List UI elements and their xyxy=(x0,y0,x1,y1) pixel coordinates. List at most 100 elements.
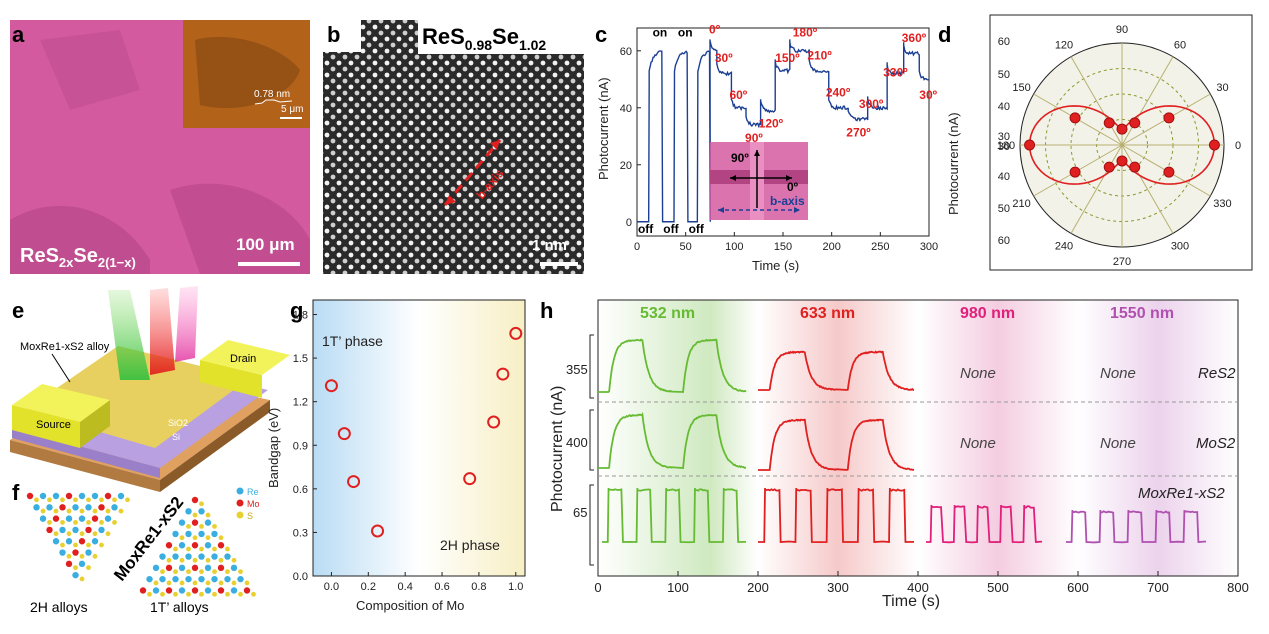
f-atom xyxy=(53,538,59,544)
f-atom xyxy=(172,553,178,559)
f-atom xyxy=(86,543,91,548)
f-atom xyxy=(245,581,250,586)
scale-355: 355 xyxy=(566,362,588,377)
panel-c-inset: 90º 0º b-axis xyxy=(710,142,808,220)
panel-label-d: d xyxy=(938,22,951,47)
source-label: Source xyxy=(36,419,71,431)
f-atom xyxy=(99,543,104,548)
phase-2h-label: 2H phase xyxy=(440,537,500,553)
f-atom xyxy=(60,497,65,502)
c-xtick-label: 100 xyxy=(725,241,743,253)
c-on-label: on xyxy=(678,26,693,40)
drain-label: Drain xyxy=(230,353,256,365)
panel-f: f MoxRe1-xS2 2H alloys 1T’ alloys Re Mo … xyxy=(12,480,260,615)
f-atom xyxy=(199,592,204,597)
f-atom xyxy=(86,520,91,525)
c-angle-label: 270º xyxy=(846,125,871,139)
f-atom xyxy=(41,509,46,514)
f-atom xyxy=(27,493,33,499)
inset-axis-label: b-axis xyxy=(770,194,805,208)
d-angle-tick: 60 xyxy=(1174,40,1186,52)
f-atom xyxy=(180,581,185,586)
c-angle-label: 210º xyxy=(807,48,832,62)
f-atom xyxy=(199,569,204,574)
h-scale-bracket xyxy=(590,410,594,470)
f-atom xyxy=(98,527,104,533)
scale-400: 400 xyxy=(566,435,588,450)
f-atom xyxy=(218,542,224,548)
f-atom xyxy=(193,535,198,540)
f-atom xyxy=(166,542,172,548)
g-xtick-label: 0.2 xyxy=(361,581,376,593)
h-xtick-label: 0 xyxy=(594,580,601,595)
f-atom xyxy=(40,515,46,521)
f-atom xyxy=(79,515,85,521)
panel-h-xlabel: Time (s) xyxy=(882,593,940,610)
f-atom xyxy=(225,547,230,552)
d-point xyxy=(1164,113,1174,123)
f-atom xyxy=(244,587,250,593)
legend-re: Re xyxy=(247,487,259,497)
c-angle-label: 30º xyxy=(919,88,937,102)
f-atom xyxy=(238,592,243,597)
c-angle-label: 360º xyxy=(902,31,927,45)
d-angle-tick: 150 xyxy=(1012,82,1030,94)
d-point xyxy=(1117,124,1127,134)
panel-label-h: h xyxy=(540,298,553,323)
f-atom xyxy=(111,504,117,510)
f-atom xyxy=(46,504,52,510)
f-atom xyxy=(199,501,204,506)
c-xtick-label: 150 xyxy=(774,241,792,253)
f-atom xyxy=(66,493,72,499)
c-angle-label: 180º xyxy=(793,26,818,40)
f-atom xyxy=(159,576,165,582)
f-atom xyxy=(179,542,185,548)
f-atom xyxy=(47,497,52,502)
h-xtick-label: 700 xyxy=(1147,580,1169,595)
f-atom xyxy=(186,547,191,552)
f-atom xyxy=(193,513,198,518)
g-ytick-label: 0.9 xyxy=(293,440,308,452)
d-point xyxy=(1117,156,1127,166)
f-atom xyxy=(80,577,85,582)
h-xtick-label: 500 xyxy=(987,580,1009,595)
f-atom xyxy=(112,497,117,502)
f-atom xyxy=(93,531,98,536)
f-atom xyxy=(231,565,237,571)
c-xtick-label: 0 xyxy=(634,241,640,253)
wavelength-532: 532 nm xyxy=(640,305,695,322)
d-angle-tick: 0 xyxy=(1235,140,1241,152)
panel-c-ylabel: Photocurrent (nA) xyxy=(596,77,611,180)
inset-height-label: 0.78 nm xyxy=(254,89,290,100)
f-atom xyxy=(66,538,72,544)
d-point xyxy=(1164,167,1174,177)
f-atom xyxy=(211,531,217,537)
f-atom xyxy=(160,592,165,597)
d-angle-tick: 210 xyxy=(1012,198,1030,210)
panel-g-xlabel: Composition of Mo xyxy=(356,598,464,613)
panel-label-f: f xyxy=(12,480,20,505)
f-atom xyxy=(199,524,204,529)
none-980-res2: None xyxy=(960,365,996,382)
f-atom xyxy=(179,519,185,525)
f-atom xyxy=(185,553,191,559)
f-atom xyxy=(186,569,191,574)
f-atom xyxy=(72,549,78,555)
c-ytick-label: 60 xyxy=(620,46,632,58)
f-atom xyxy=(99,520,104,525)
f-atom xyxy=(167,558,172,563)
f-atom xyxy=(211,576,217,582)
g-xtick-label: 0.4 xyxy=(398,581,413,593)
d-point xyxy=(1070,167,1080,177)
panel-label-c: c xyxy=(595,22,607,47)
f-atom xyxy=(73,520,78,525)
f-atom xyxy=(212,569,217,574)
f-atom xyxy=(105,515,111,521)
inset-90-label: 90º xyxy=(731,151,749,165)
scale-65: 65 xyxy=(573,505,587,520)
f-atom xyxy=(192,587,198,593)
sio2-label: SiO2 xyxy=(168,418,188,428)
legend-mo: Mo xyxy=(247,499,260,509)
f-atom xyxy=(146,576,152,582)
panel-f-right-label: 1T’ alloys xyxy=(150,599,209,615)
